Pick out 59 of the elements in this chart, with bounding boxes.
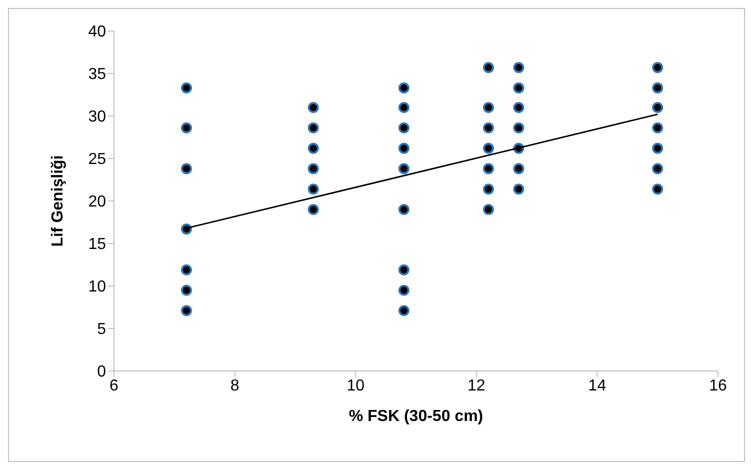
point <box>180 163 192 174</box>
point <box>652 62 664 74</box>
y-tick-label: 5 <box>97 321 106 338</box>
point <box>513 184 524 195</box>
point <box>398 305 410 316</box>
point <box>308 102 319 114</box>
point <box>398 122 410 134</box>
point <box>482 102 494 114</box>
point <box>652 82 664 94</box>
y-axis-title: Lif Genişliği <box>50 155 67 247</box>
point <box>652 142 664 154</box>
y-tick-label: 40 <box>88 24 106 41</box>
x-tick-label: 8 <box>230 377 240 394</box>
y-tick-label: 30 <box>88 108 106 126</box>
point <box>308 122 319 134</box>
point <box>398 204 410 216</box>
point <box>652 163 664 174</box>
x-axis-title: % FSK (30-50 cm) <box>348 408 484 425</box>
point <box>513 82 524 94</box>
point <box>482 122 494 134</box>
y-tick-label: 20 <box>88 194 106 211</box>
y-tick-label: 35 <box>88 66 106 84</box>
point <box>513 102 524 114</box>
x-tick-label: 14 <box>588 377 606 394</box>
point <box>652 184 664 195</box>
point <box>308 163 319 174</box>
point <box>180 264 192 276</box>
y-tick-label: 25 <box>88 151 106 168</box>
point <box>398 264 410 276</box>
point <box>180 284 192 296</box>
y-tick-label: 0 <box>97 364 106 381</box>
point <box>180 122 192 134</box>
point <box>398 82 410 94</box>
point <box>398 284 410 296</box>
point <box>482 62 494 74</box>
point <box>482 184 494 195</box>
point <box>308 142 319 154</box>
x-tick-label: 16 <box>709 377 727 394</box>
point <box>180 305 192 316</box>
y-tick-label: 15 <box>88 236 106 254</box>
point <box>398 142 410 154</box>
y-tick-label: 10 <box>88 278 106 296</box>
x-tick-label: 10 <box>346 377 365 394</box>
point <box>652 122 664 134</box>
point <box>398 163 410 174</box>
point <box>308 204 319 216</box>
point <box>513 163 524 174</box>
point <box>398 102 410 114</box>
point <box>513 122 524 134</box>
point <box>180 224 192 235</box>
point <box>513 62 524 74</box>
x-tick-label: 6 <box>110 377 119 394</box>
x-tick-label: 12 <box>468 377 486 394</box>
point <box>482 163 494 174</box>
point <box>482 204 494 216</box>
point <box>308 184 319 195</box>
point <box>180 82 192 94</box>
point <box>652 102 664 114</box>
point <box>482 142 494 154</box>
